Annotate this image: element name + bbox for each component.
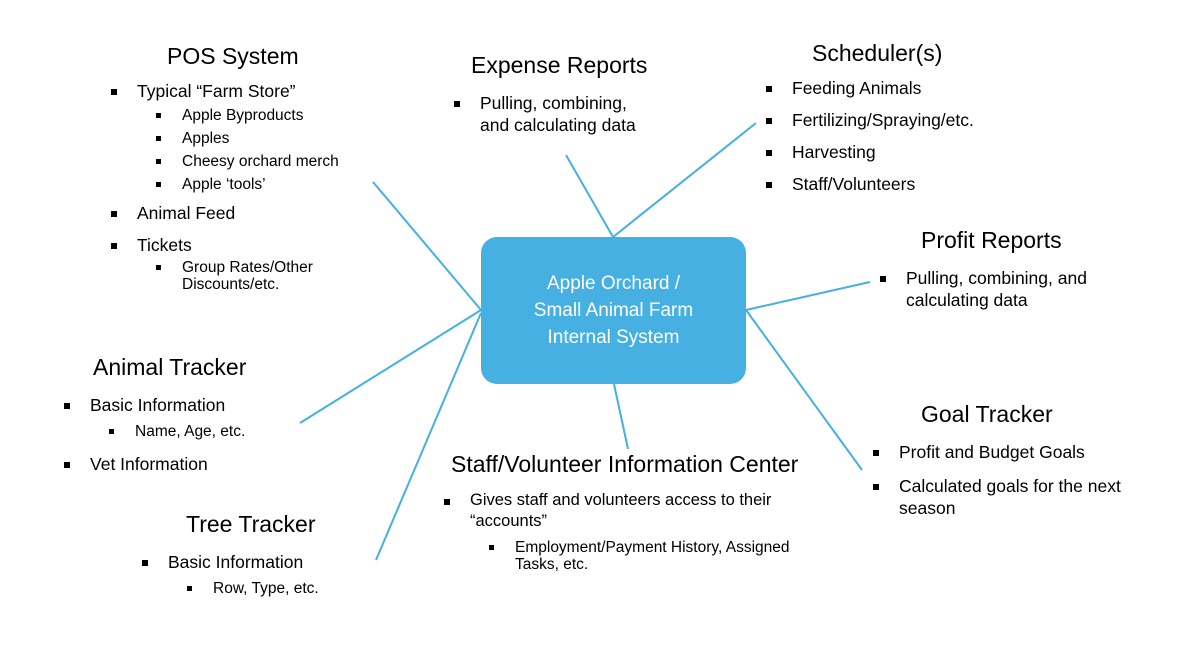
scheduler-title: Scheduler(s): [812, 40, 943, 66]
tree-item-basic: Basic Information: [142, 551, 368, 573]
profit-reports-title: Profit Reports: [921, 227, 1062, 253]
goal-tracker-title: Goal Tracker: [921, 401, 1053, 427]
scheduler-item: Harvesting: [766, 141, 1032, 163]
expense-reports-list: Pulling, combining, and calculating data: [454, 92, 660, 136]
connector-scheduler: [612, 122, 757, 238]
tree-tracker-title: Tree Tracker: [186, 511, 316, 537]
animal-tracker-title: Animal Tracker: [93, 354, 247, 380]
central-system-box: Apple Orchard / Small Animal Farm Intern…: [481, 237, 746, 384]
pos-sub-item: Apple Byproducts: [156, 107, 387, 124]
connector-goal: [745, 309, 863, 471]
pos-sub-item: Cheesy orchard merch: [156, 153, 387, 170]
central-system-label: Apple Orchard / Small Animal Farm Intern…: [533, 273, 694, 348]
expense-reports-title: Expense Reports: [471, 52, 648, 78]
staff-item: Gives staff and volunteers access to the…: [444, 490, 815, 532]
scheduler-item: Feeding Animals: [766, 77, 1032, 99]
connector-animal: [299, 309, 482, 424]
scheduler-item: Fertilizing/Spraying/etc.: [766, 109, 1032, 131]
profit-reports-list: Pulling, combining, and calculating data: [880, 267, 1136, 311]
staff-sub-item: Employment/Payment History, Assigned Tas…: [489, 539, 805, 573]
connector-tree: [375, 312, 482, 561]
pos-system-title: POS System: [167, 43, 299, 69]
pos-item-farm-store: Typical “Farm Store”: [111, 80, 387, 102]
pos-system-list: Typical “Farm Store” Apple Byproducts Ap…: [111, 80, 387, 293]
tree-sub-item: Row, Type, etc.: [187, 580, 368, 597]
pos-sub-item: Apple ‘tools’: [156, 176, 387, 193]
connector-expense: [565, 154, 614, 238]
connector-profit: [745, 281, 871, 311]
animal-sub-item: Name, Age, etc.: [109, 423, 310, 440]
goal-item: Calculated goals for the next season: [873, 475, 1129, 519]
staff-center-title: Staff/Volunteer Information Center: [451, 451, 799, 477]
pos-item-animal-feed: Animal Feed: [111, 202, 387, 224]
goal-tracker-list: Profit and Budget Goals Calculated goals…: [873, 441, 1129, 519]
goal-item: Profit and Budget Goals: [873, 441, 1129, 463]
pos-sub-item: Apples: [156, 130, 387, 147]
scheduler-list: Feeding Animals Fertilizing/Spraying/etc…: [766, 77, 1032, 195]
tree-tracker-list: Basic Information Row, Type, etc.: [142, 551, 368, 597]
expense-item: Pulling, combining, and calculating data: [454, 92, 660, 136]
scheduler-item: Staff/Volunteers: [766, 173, 1032, 195]
connector-pos: [372, 181, 482, 311]
animal-item-basic: Basic Information: [64, 394, 310, 416]
pos-sub-item-tickets: Group Rates/Other Discounts/etc.: [156, 259, 352, 293]
animal-tracker-list: Basic Information Name, Age, etc. Vet In…: [64, 394, 310, 475]
animal-item-vet: Vet Information: [64, 453, 310, 475]
pos-item-tickets: Tickets: [111, 234, 387, 256]
staff-center-list: Gives staff and volunteers access to the…: [444, 490, 815, 573]
profit-item: Pulling, combining, and calculating data: [880, 267, 1136, 311]
connector-staff: [613, 383, 629, 450]
